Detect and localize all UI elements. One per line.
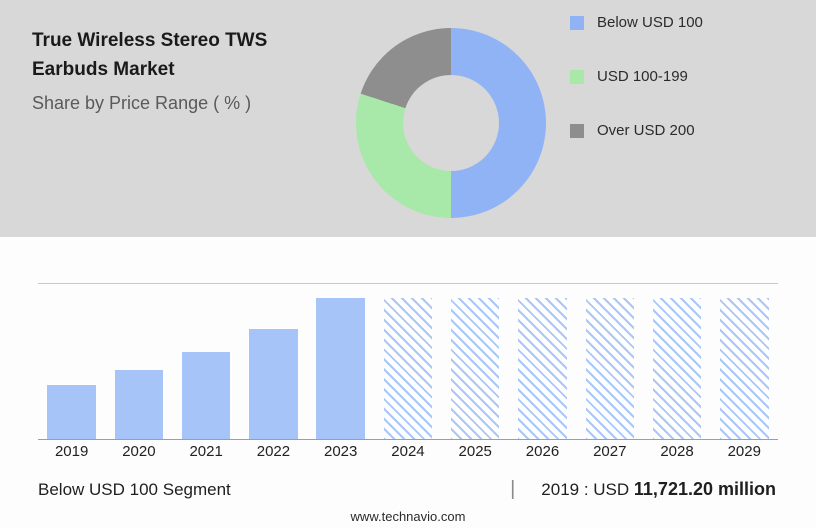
bar-chart: 2019 2020 2021 2022 2023 2024 2025 2026 2027 2028…: [38, 283, 778, 460]
bar-column: [509, 283, 576, 440]
stats-divider: |: [510, 478, 516, 500]
x-axis-label: 2023: [324, 443, 358, 460]
bar-column: [576, 283, 643, 440]
legend-swatch-green: [570, 69, 584, 84]
pie-section: True Wireless Stereo TWS Earbuds Market …: [0, 0, 816, 237]
bar-column: [38, 283, 105, 440]
bar-2023: [316, 298, 365, 440]
stats-row: Below USD 100 Segment | 2019 : USD 11,72…: [38, 478, 776, 501]
bar-column: [173, 283, 240, 440]
stat-prefix: 2019 : USD: [541, 480, 630, 499]
bar-2026: [518, 298, 567, 440]
x-axis-label: 2025: [458, 443, 492, 460]
bar-column: [307, 283, 374, 440]
page-title: True Wireless Stereo TWS Earbuds Market: [32, 26, 267, 84]
legend-swatch-blue: [570, 15, 584, 30]
bar-2022: [249, 329, 298, 440]
stat-number: 11,721.20 million: [633, 479, 776, 499]
legend-item-over-200: Over USD 200: [570, 122, 703, 139]
donut-hole: [403, 75, 499, 171]
x-axis-label: 2027: [593, 443, 627, 460]
bar-2025: [451, 298, 500, 440]
x-axis-line: [38, 439, 778, 440]
legend-label: USD 100-199: [597, 68, 688, 85]
legend: Below USD 100 USD 100-199 Over USD 200: [570, 14, 703, 139]
page-title-line1: True Wireless Stereo TWS: [32, 30, 268, 51]
bar-2020: [114, 370, 164, 440]
page-title-line2: Earbuds Market: [32, 59, 175, 80]
legend-label: Below USD 100: [597, 14, 703, 31]
bar-column: [442, 283, 509, 440]
legend-item-below-100: Below USD 100: [570, 14, 703, 31]
x-axis-label: 2024: [391, 443, 425, 460]
legend-label: Over USD 200: [597, 122, 695, 139]
x-axis-label: 2022: [256, 443, 291, 460]
x-axis-label: 2026: [525, 443, 560, 460]
x-axis-label: 2021: [189, 443, 223, 460]
stat-value: 2019 : USD 11,721.20 million: [541, 479, 776, 500]
legend-swatch-gray: [570, 123, 584, 138]
x-axis-labels: 2019 2020 2021 2022 2023 2024 2025 2026 2027 2028…: [38, 443, 778, 460]
x-axis-label: 2019: [54, 443, 89, 460]
bar-2024: [383, 298, 433, 440]
bar-2028: [652, 298, 702, 440]
bar-2021: [181, 352, 231, 440]
bar-column: [374, 283, 441, 440]
segment-label: Below USD 100 Segment: [38, 480, 231, 499]
x-axis-label: 2020: [122, 443, 156, 460]
bar-column: [643, 283, 710, 440]
bar-column: [711, 283, 778, 440]
legend-item-100-199: USD 100-199: [570, 68, 703, 85]
bar-2029: [720, 298, 769, 440]
plot-top-border: [38, 283, 778, 284]
bars-container: [38, 283, 778, 440]
bar-2019: [47, 385, 96, 440]
bar-2027: [585, 298, 634, 440]
x-axis-label: 2028: [660, 443, 694, 460]
bar-column: [240, 283, 307, 440]
donut-chart: [356, 28, 546, 218]
bar-column: [105, 283, 172, 440]
site-link[interactable]: www.technavio.com: [350, 509, 466, 524]
x-axis-label: 2029: [727, 443, 761, 460]
chart-subtitle: Share by Price Range ( % ): [32, 93, 252, 113]
